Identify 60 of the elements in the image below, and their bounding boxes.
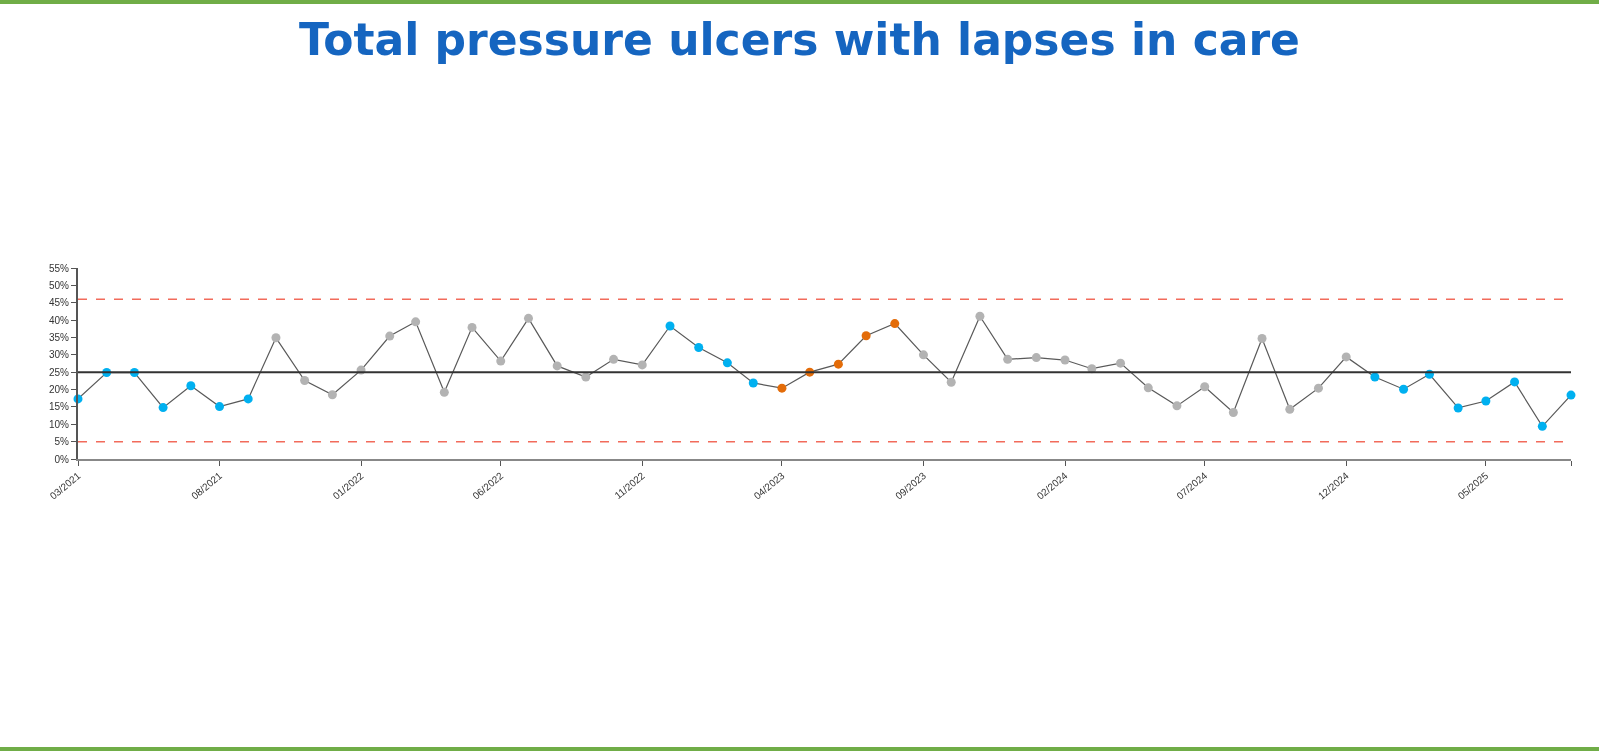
point (1060, 355, 1070, 365)
point (1481, 396, 1491, 406)
y-tick-label: 10% (48, 418, 70, 430)
point (271, 333, 281, 343)
y-tick-label: 0% (54, 453, 70, 465)
point (1341, 352, 1351, 362)
point (327, 390, 337, 400)
point (1285, 404, 1295, 414)
point (411, 317, 421, 327)
point (385, 331, 395, 341)
point (581, 372, 591, 382)
point (1510, 377, 1520, 387)
point (861, 331, 871, 341)
y-tick-label: 55% (48, 262, 70, 274)
y-tick-label: 30% (48, 349, 70, 361)
point (609, 354, 619, 364)
y-tick-label: 50% (48, 279, 70, 291)
point (243, 394, 253, 404)
point (1116, 358, 1126, 368)
point (637, 360, 647, 370)
point (946, 377, 956, 387)
point (665, 321, 675, 331)
point (186, 381, 196, 391)
point (1399, 384, 1409, 394)
y-tick-label: 45% (48, 297, 70, 309)
point (300, 376, 310, 386)
point (215, 402, 225, 412)
point (467, 322, 477, 332)
point (1313, 383, 1323, 393)
point (1143, 383, 1153, 393)
point (722, 358, 732, 368)
point (1200, 382, 1210, 392)
y-tick-label: 5% (54, 436, 70, 448)
point (1031, 353, 1041, 363)
point (833, 359, 843, 369)
y-tick-label: 20% (48, 384, 70, 396)
point (158, 403, 168, 413)
point (1172, 401, 1182, 411)
point (975, 311, 985, 321)
point (1453, 403, 1463, 413)
point (439, 387, 449, 397)
y-tick-label: 15% (48, 401, 70, 413)
y-tick-label: 35% (48, 331, 70, 343)
point (1228, 407, 1238, 417)
point (1370, 372, 1380, 382)
point (890, 319, 900, 329)
point (694, 343, 704, 353)
point (523, 313, 533, 323)
point (1537, 421, 1547, 431)
point (552, 361, 562, 371)
point (1003, 354, 1013, 364)
y-tick-label: 40% (48, 314, 70, 326)
chart-title: Total pressure ulcers with lapses in care (299, 14, 1300, 66)
point (777, 383, 787, 393)
y-tick-label: 25% (48, 366, 70, 378)
point (1257, 334, 1267, 343)
point (496, 356, 506, 366)
point (748, 378, 758, 388)
point (1566, 390, 1576, 400)
point (918, 350, 928, 360)
